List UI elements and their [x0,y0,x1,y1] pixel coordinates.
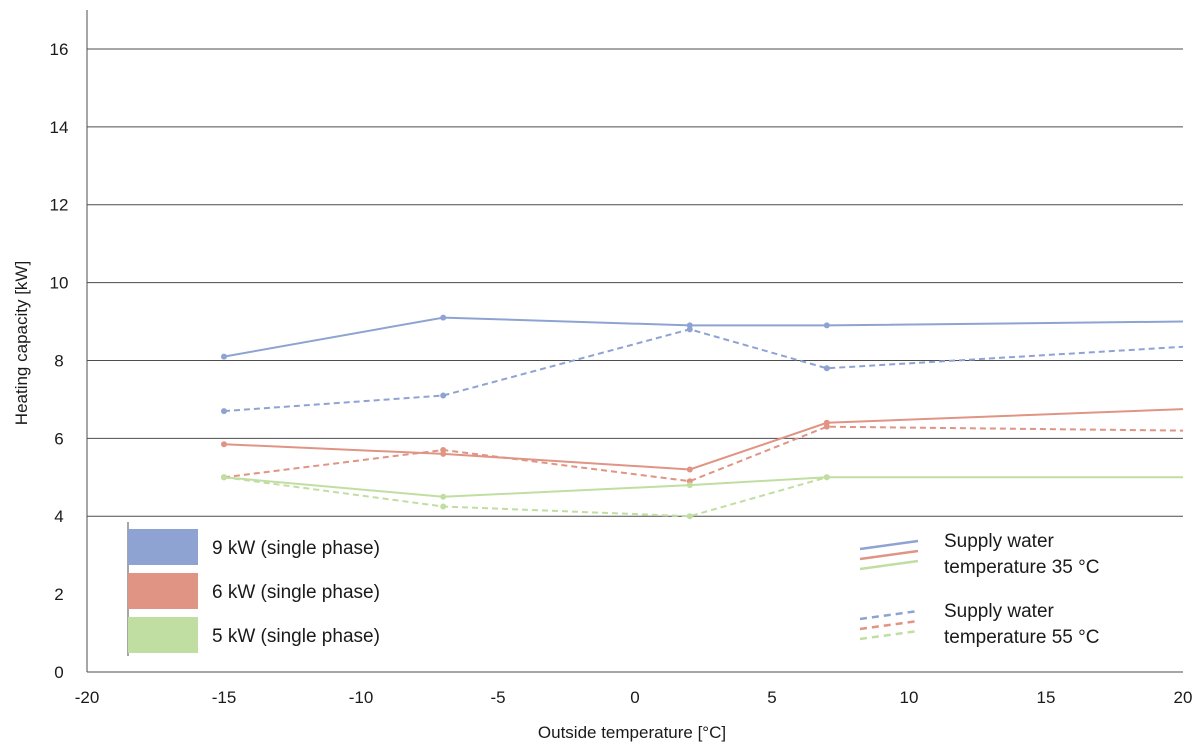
legend-line-sample [859,549,919,561]
y-tick-label: 16 [50,40,69,59]
y-tick-label: 6 [54,429,63,448]
series-line [223,408,1184,471]
data-point [221,408,227,415]
series-line [223,316,1184,358]
legend-line-sample [859,609,919,621]
x-tick-label: -10 [349,688,374,707]
legend-swatch [128,529,198,565]
x-tick-label: -15 [212,688,237,707]
y-tick-label: 12 [50,196,69,215]
series-line [223,476,828,518]
data-point [440,493,447,500]
data-point [823,322,830,329]
data-point [221,474,227,481]
legend-style-line2: temperature 35 °C [944,557,1099,578]
series-line [223,328,1184,413]
legend-line-sample [859,629,919,641]
legend-swatch [128,573,198,609]
legend-background [128,522,1168,666]
y-tick-label: 4 [54,507,63,526]
x-tick-label: 0 [630,688,639,707]
tick-labels: -20 -15 -10 -5 0 5 10 15 20 0 2 4 6 8 10 12 14 16 [50,40,1193,707]
y-axis-label: Heating capacity [kW] [12,261,31,425]
legend-style-line1: Supply water [944,601,1055,622]
x-axis-label: Outside temperature [°C] [538,723,726,742]
axes [86,10,1183,673]
series-line [223,425,1184,483]
x-tick-label: 20 [1174,688,1193,707]
x-tick-label: -20 [75,688,100,707]
y-tick-label: 14 [50,118,69,137]
y-tick-label: 8 [54,351,63,370]
legend-line-sample [859,539,919,551]
y-tick-label: 10 [50,274,69,293]
data-point [221,441,227,448]
data-point [823,423,830,430]
series-lines [221,314,1184,520]
data-point [686,466,693,473]
grid-lines [87,48,1183,517]
data-point [823,365,830,372]
data-point [823,474,830,481]
legend-label: 6 kW (single phase) [212,582,380,603]
legend-style-line1: Supply water [944,531,1055,552]
legend-line-sample [859,619,919,631]
x-tick-label: -5 [490,688,505,707]
data-point [440,314,447,321]
legend-style-line2: temperature 55 °C [944,627,1099,648]
x-tick-label: 5 [767,688,776,707]
data-point [440,503,447,510]
data-point [686,326,693,333]
data-point [440,392,447,399]
y-tick-label: 2 [54,585,63,604]
data-point [440,447,447,454]
x-tick-label: 10 [900,688,919,707]
legend-label: 9 kW (single phase) [212,538,380,559]
legend-label: 5 kW (single phase) [212,626,380,647]
data-point [221,353,227,360]
data-point [686,482,693,489]
data-point [686,513,693,520]
series-line [223,476,1183,498]
x-tick-label: 15 [1037,688,1056,707]
legend-swatch [128,617,198,653]
legend-line-sample [859,559,919,571]
y-tick-label: 0 [54,663,63,682]
legend: 9 kW (single phase) 6 kW (single phase) 5 … [127,522,1168,666]
